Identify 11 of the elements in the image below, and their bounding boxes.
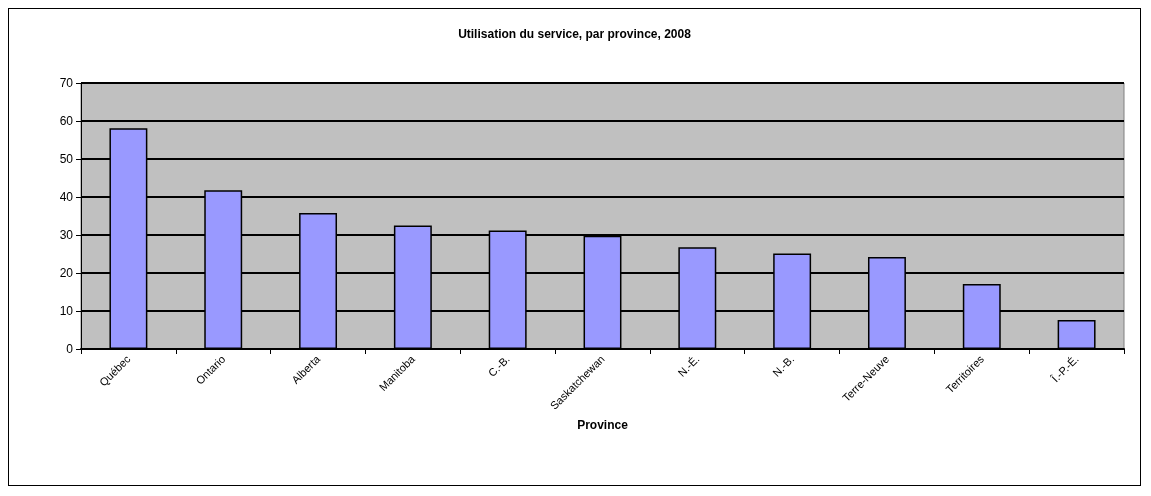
y-tick-label: 30: [59, 228, 74, 242]
x-tick-label: C.-B.: [485, 352, 512, 379]
y-tick-label: 60: [59, 114, 74, 128]
y-tick-label: 20: [59, 266, 74, 280]
x-axis-title: Province: [577, 418, 629, 432]
y-tick-label: 0: [66, 342, 74, 356]
y-tick-label: 40: [59, 190, 74, 204]
y-tick-label: 10: [59, 304, 74, 318]
y-tick-label: 70: [59, 76, 74, 90]
y-tick-label: 50: [59, 152, 74, 166]
chart-title: Utilisation du service, par province, 2008: [458, 27, 692, 41]
